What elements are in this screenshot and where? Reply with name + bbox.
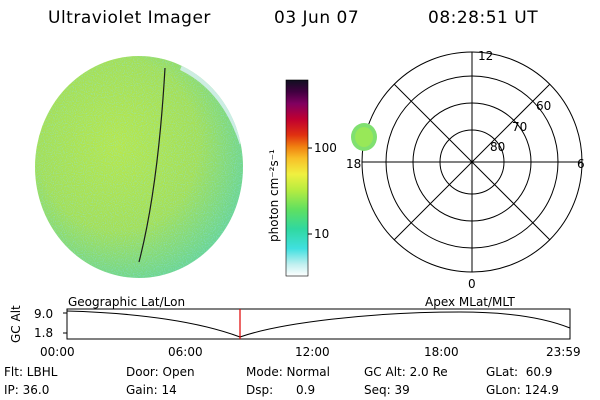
- info-glat: GLat: 60.9: [486, 365, 553, 379]
- date-label: 03 Jun 07: [274, 8, 360, 28]
- timeline-right-title: Apex MLat/MLT: [425, 295, 515, 309]
- x-tick-0000: 00:00: [40, 345, 75, 359]
- timeline-y-min: 1.8: [34, 326, 54, 340]
- ring-label-60: 60: [536, 99, 552, 113]
- ring-label-80: 80: [490, 140, 506, 154]
- colorbar-tick-100: 100: [314, 141, 337, 155]
- x-tick-1800: 18:00: [424, 345, 459, 359]
- info-filter: Flt: LBHL: [4, 365, 58, 379]
- ring-label-70: 70: [512, 120, 528, 134]
- uv-earth-image: [35, 56, 243, 278]
- info-gain: Gain: 14: [126, 383, 177, 397]
- colorbar-tick-10: 10: [314, 227, 330, 241]
- x-tick-1200: 12:00: [295, 345, 330, 359]
- info-dsp: Dsp: 0.9: [246, 383, 316, 397]
- info-door: Door: Open: [126, 365, 195, 379]
- info-glon: GLon: 124.9: [486, 383, 559, 397]
- instrument-title: Ultraviolet Imager: [48, 8, 211, 28]
- x-tick-0600: 06:00: [168, 345, 203, 359]
- altitude-curve: [66, 310, 571, 338]
- polar-label-left: 18: [346, 157, 362, 171]
- info-seq: Seq: 39: [364, 383, 410, 397]
- polar-label-bottom: 0: [468, 277, 476, 291]
- polar-label-top: 12: [478, 49, 494, 63]
- x-tick-2359: 23:59: [546, 345, 581, 359]
- info-ip: IP: 36.0: [4, 383, 50, 397]
- time-label: 08:28:51 UT: [428, 8, 539, 28]
- info-gc-alt: GC Alt: 2.0 Re: [364, 365, 448, 379]
- polar-label-right: 6: [577, 157, 585, 171]
- timeline-y-max: 9.0: [34, 307, 54, 321]
- terminator-line: [138, 67, 166, 263]
- timeline-left-title: Geographic Lat/Lon: [68, 295, 186, 309]
- info-mode: Mode: Normal: [246, 365, 330, 379]
